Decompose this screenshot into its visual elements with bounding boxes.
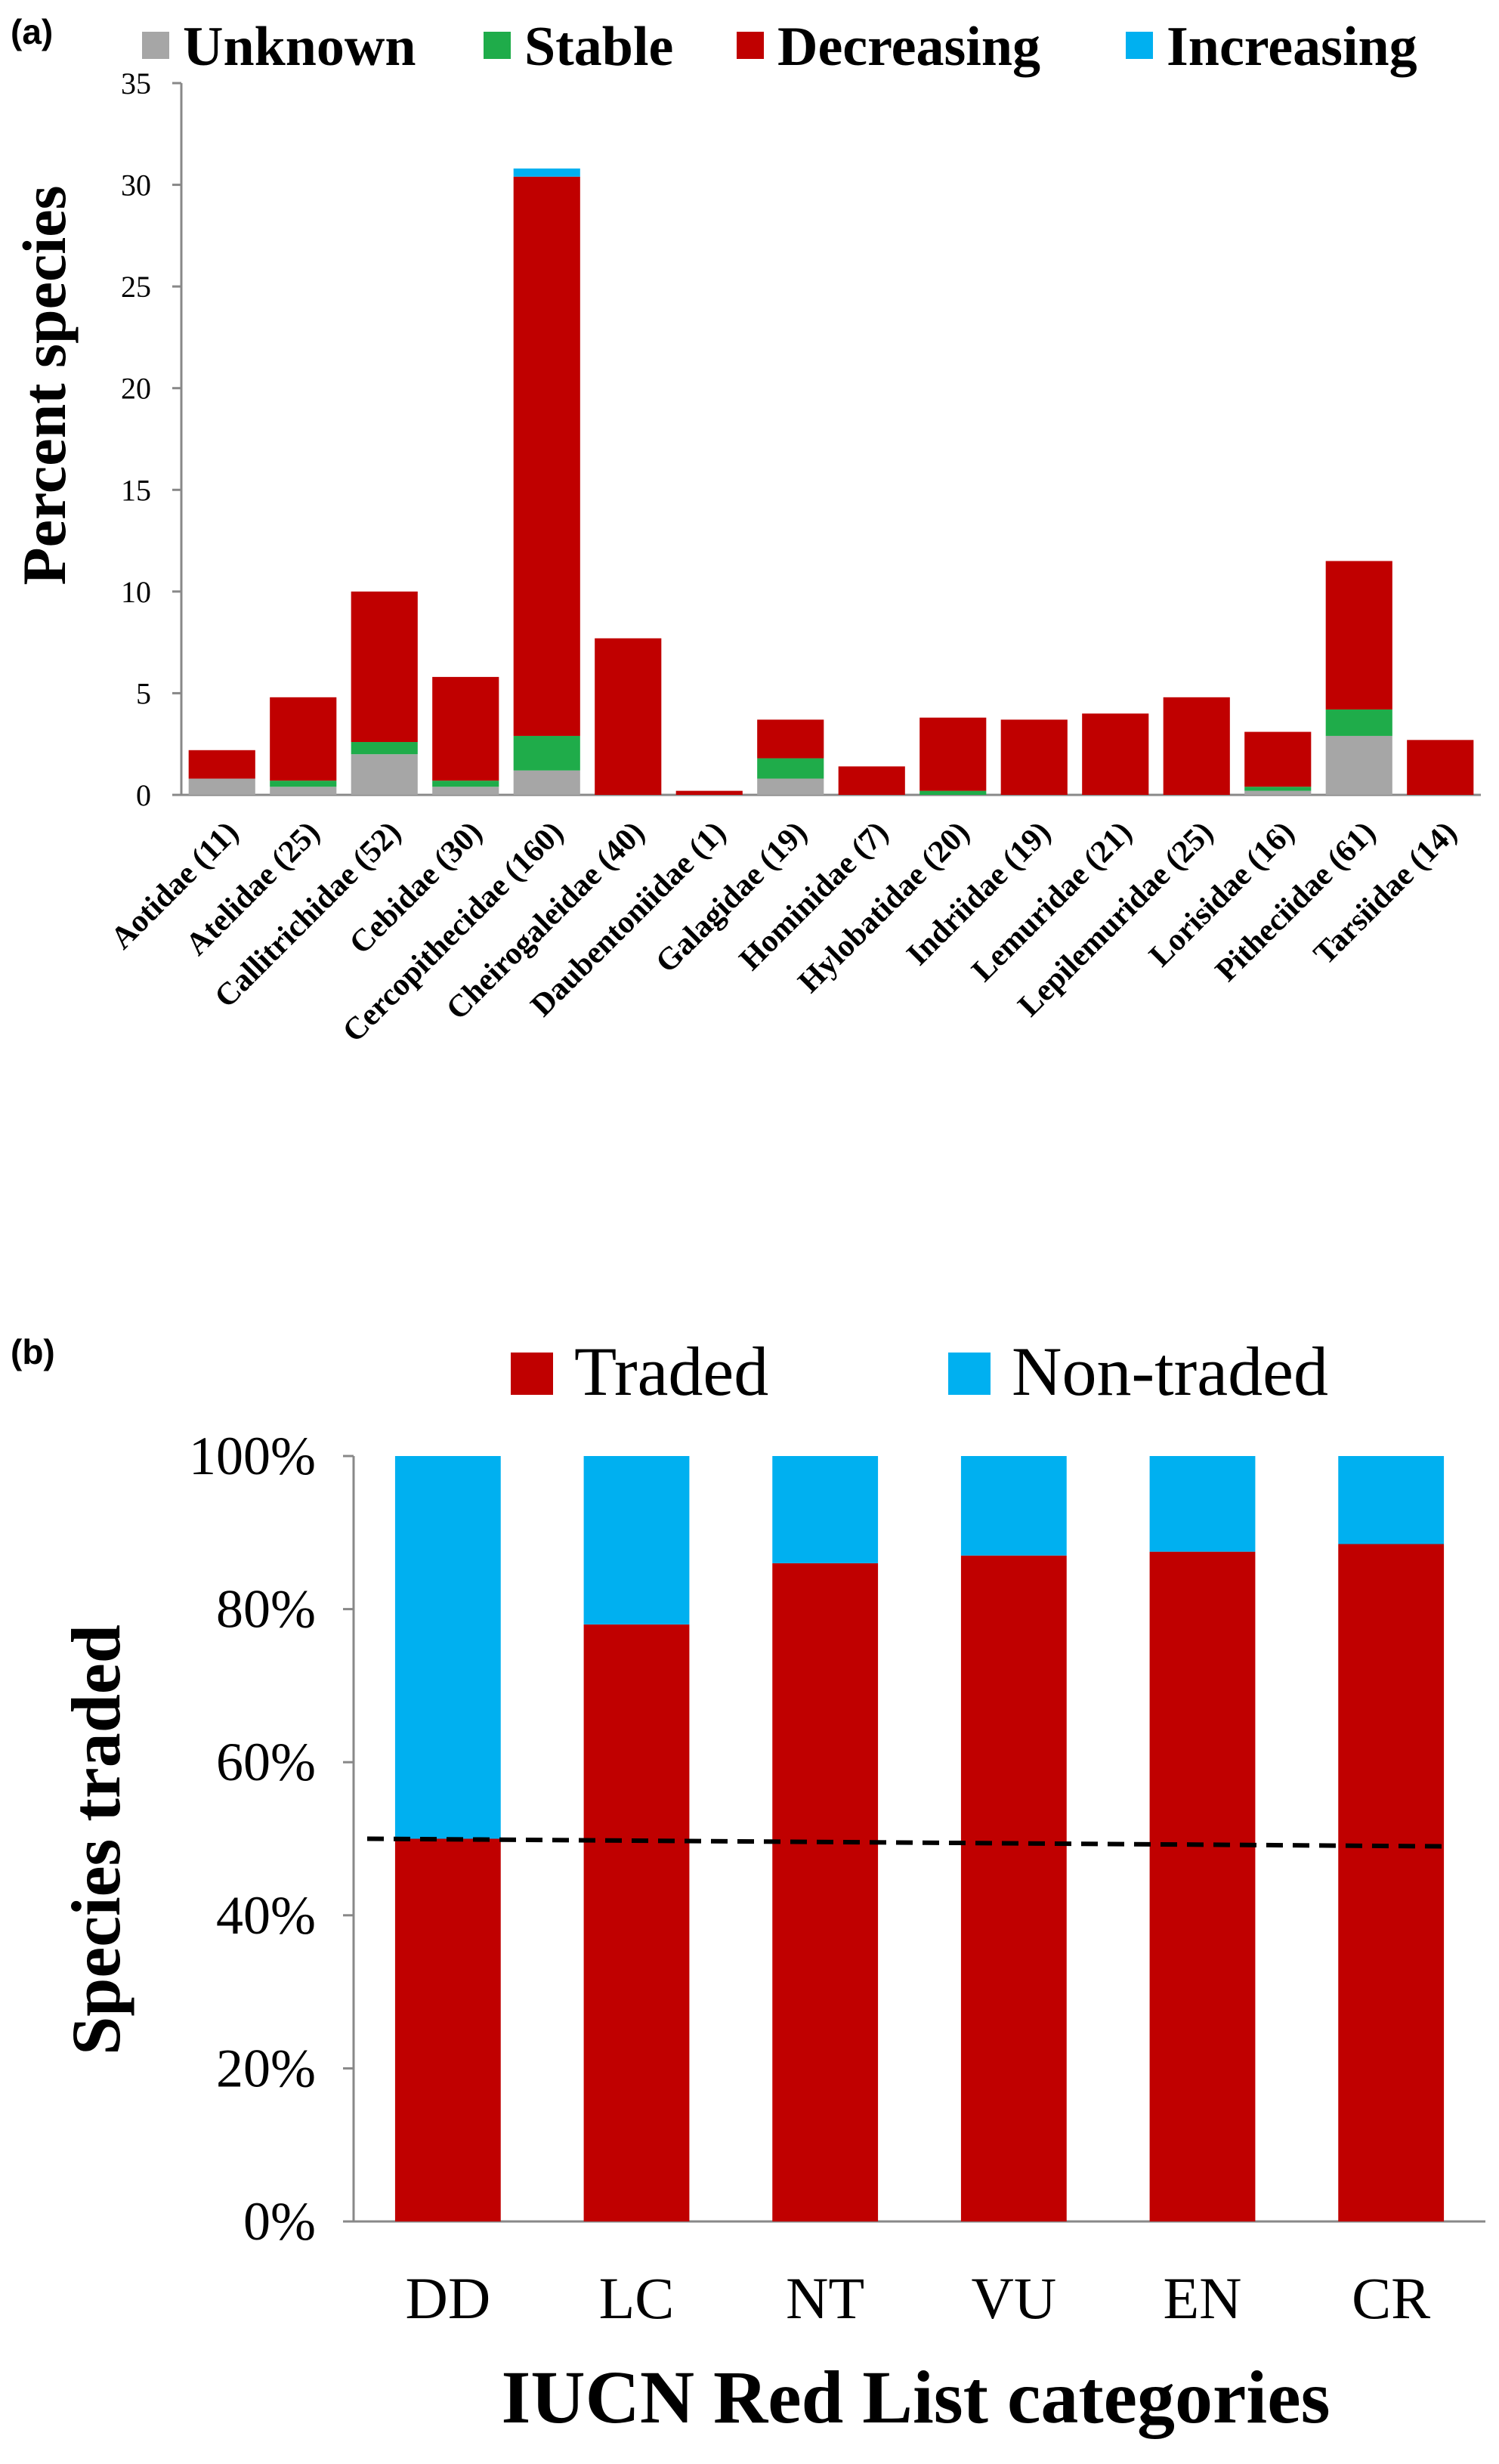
panel-a-bar-unknown bbox=[432, 787, 499, 795]
panel-b-bar-non-traded bbox=[772, 1456, 879, 1563]
panel-a-bar-decreasing bbox=[432, 676, 499, 781]
panel-a-bar-stable bbox=[919, 790, 987, 795]
panel-a-bar-unknown bbox=[270, 787, 337, 795]
panel-b-x-tick-label: EN bbox=[1164, 2265, 1242, 2331]
panel-a-bar-stable bbox=[1244, 787, 1312, 791]
panel-a-legend-label: Unknown bbox=[183, 16, 416, 78]
panel-a-bar-stable bbox=[351, 742, 418, 755]
panel-a-bar-unknown bbox=[757, 778, 824, 795]
panel-a-y-tick-label: 15 bbox=[121, 473, 151, 507]
panel-a-bar-stable bbox=[1325, 709, 1392, 736]
panel-a-bar-stable bbox=[513, 735, 580, 771]
panel-b-y-tick-label: 0% bbox=[243, 2191, 316, 2252]
panel-a-bar-stable bbox=[432, 781, 499, 787]
panel-a-bar-decreasing bbox=[1325, 561, 1392, 710]
panel-a-legend: Unknown Stable Decreasing Increasing bbox=[142, 16, 1417, 78]
panel-a-legend-label: Increasing bbox=[1167, 16, 1417, 78]
panel-a-bar-unknown bbox=[351, 754, 418, 795]
panel-a-y-tick-label: 30 bbox=[121, 168, 151, 202]
panel-a-y-tick-label: 0 bbox=[136, 778, 151, 812]
panel-b-bar-traded bbox=[1149, 1551, 1256, 2221]
panel-a-bar-decreasing bbox=[1082, 713, 1149, 795]
panel-a-x-tick-label: Lorisidae (16) bbox=[1142, 815, 1301, 974]
panel-a-y-tick-label: 5 bbox=[136, 676, 151, 710]
panel-a-y-tick-label: 10 bbox=[121, 575, 151, 609]
panel-b: (b) Species traded IUCN Red List categor… bbox=[11, 1332, 1485, 2439]
panel-b-legend-swatch-traded bbox=[511, 1353, 553, 1395]
panel-a-x-tick-labels: Aotidae (11)Atelidae (25)Callitrichidae … bbox=[104, 815, 1463, 1050]
panel-b-label: (b) bbox=[11, 1332, 55, 1371]
panel-b-bar-non-traded bbox=[583, 1456, 690, 1625]
panel-b-y-tick-label: 100% bbox=[189, 1426, 316, 1486]
panel-b-bar-non-traded bbox=[394, 1456, 501, 1839]
panel-b-x-tick-labels: DD LC NT VU EN CR bbox=[405, 2265, 1430, 2331]
panel-a-bar-stable bbox=[757, 758, 824, 779]
panel-a-bar-unknown bbox=[1325, 735, 1392, 795]
panel-b-bar-traded bbox=[583, 1624, 690, 2221]
panel-a-legend-label: Stable bbox=[524, 16, 673, 78]
panel-a-bar-decreasing bbox=[351, 591, 418, 743]
panel-a-bar-decreasing bbox=[188, 750, 255, 779]
panel-a-bar-decreasing bbox=[270, 697, 337, 781]
panel-a-legend-swatch-unknown bbox=[142, 32, 169, 59]
panel-b-y-tick-label: 80% bbox=[216, 1579, 316, 1640]
panel-a: (a) Percent species Unknown Stable Decreas… bbox=[10, 12, 1481, 1049]
panel-a-bar-unknown bbox=[1244, 790, 1312, 795]
panel-a-bar-unknown bbox=[188, 778, 255, 795]
panel-a-label: (a) bbox=[11, 12, 53, 51]
panel-a-bar-decreasing bbox=[675, 790, 743, 795]
panel-b-x-tick-label: NT bbox=[786, 2265, 864, 2331]
panel-a-bar-stable bbox=[270, 781, 337, 787]
panel-a-bar-decreasing bbox=[1163, 697, 1230, 795]
panel-a-bars bbox=[188, 168, 1474, 795]
panel-a-bar-decreasing bbox=[1000, 719, 1068, 795]
panel-b-bar-non-traded bbox=[1338, 1456, 1445, 1544]
panel-b-y-tick-label: 60% bbox=[216, 1732, 316, 1792]
panel-b-x-tick-label: LC bbox=[599, 2265, 675, 2331]
panel-a-bar-increasing bbox=[513, 168, 580, 177]
panel-b-bar-traded bbox=[1338, 1544, 1445, 2221]
panel-a-y-tick-label: 20 bbox=[121, 372, 151, 406]
panel-a-bar-decreasing bbox=[595, 638, 662, 795]
panel-b-y-tick-label: 20% bbox=[216, 2038, 316, 2098]
panel-b-bar-non-traded bbox=[960, 1456, 1067, 1556]
panel-a-bar-unknown bbox=[513, 770, 580, 795]
panel-a-legend-swatch-increasing bbox=[1126, 32, 1153, 59]
panel-a-y-axis-title: Percent species bbox=[10, 186, 79, 586]
panel-a-bar-decreasing bbox=[513, 176, 580, 736]
panel-b-y-axis-title: Species traded bbox=[57, 1625, 134, 2055]
panel-b-y-tick-label: 40% bbox=[216, 1885, 316, 1946]
panel-a-y-tick-label: 35 bbox=[121, 66, 151, 100]
panel-a-legend-swatch-stable bbox=[484, 32, 511, 59]
panel-a-bar-decreasing bbox=[757, 719, 824, 759]
panel-b-bar-non-traded bbox=[1149, 1456, 1256, 1552]
panel-b-x-tick-label: CR bbox=[1352, 2265, 1430, 2331]
panel-b-legend-label: Non-traded bbox=[1012, 1333, 1328, 1410]
panel-b-legend-swatch-non-traded bbox=[948, 1353, 991, 1395]
panel-b-bar-traded bbox=[772, 1563, 879, 2221]
panel-a-bar-decreasing bbox=[919, 717, 987, 791]
panel-b-legend-label: Traded bbox=[574, 1333, 768, 1410]
panel-a-x-tick-label: Tarsiidae (14) bbox=[1307, 815, 1463, 972]
panel-b-bar-traded bbox=[394, 1838, 501, 2221]
panel-b-y-ticks: 0% 20% 40% 60% 80% 100% bbox=[189, 1426, 354, 2252]
panel-a-bar-decreasing bbox=[1407, 740, 1474, 795]
panel-b-bars bbox=[394, 1456, 1445, 2221]
panel-a-x-tick-label: Indriidae (19) bbox=[901, 815, 1058, 972]
panel-b-x-axis-title: IUCN Red List categories bbox=[501, 2355, 1330, 2439]
panel-b-x-tick-label: DD bbox=[405, 2265, 490, 2331]
panel-b-reference-line bbox=[366, 1836, 1448, 1849]
panel-b-x-tick-label: VU bbox=[971, 2265, 1056, 2331]
panel-a-y-ticks: 0 5 10 15 20 25 30 35 bbox=[121, 66, 181, 812]
panel-a-bar-decreasing bbox=[1244, 731, 1312, 787]
panel-a-legend-label: Decreasing bbox=[777, 16, 1040, 78]
panel-a-bar-decreasing bbox=[838, 766, 905, 795]
panel-a-legend-swatch-decreasing bbox=[737, 32, 764, 59]
panel-b-legend: Traded Non-traded bbox=[511, 1333, 1328, 1410]
panel-a-y-tick-label: 25 bbox=[121, 270, 151, 304]
panel-b-bar-traded bbox=[960, 1555, 1067, 2221]
